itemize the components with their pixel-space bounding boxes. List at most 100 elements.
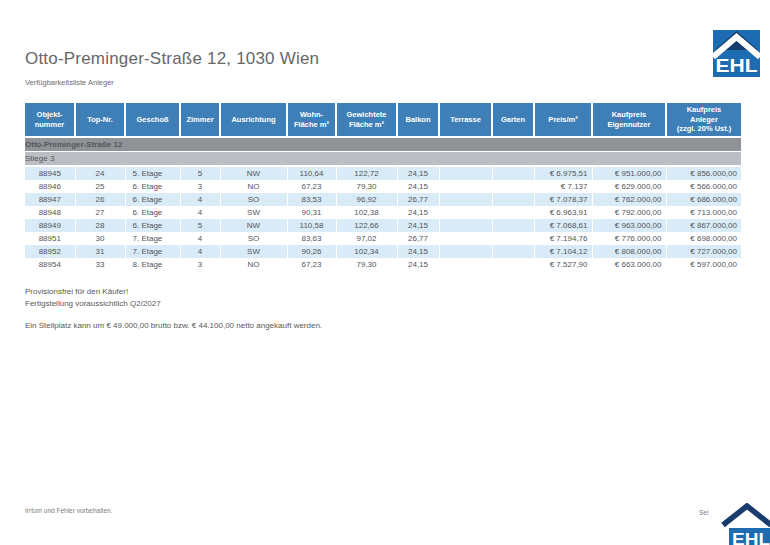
- table-cell: 24,15: [397, 258, 439, 271]
- table-cell: 110,58: [287, 219, 336, 232]
- subgroup-header-cell: Stiege 3: [25, 152, 741, 167]
- table-cell: [439, 245, 492, 258]
- table-cell: NO: [220, 180, 287, 193]
- table-row: 88954338. Etage3NO67,2379,3024,15€ 7.527…: [25, 258, 741, 271]
- column-header: Terrasse: [439, 103, 492, 137]
- table-cell: € 776.000,00: [592, 232, 666, 245]
- table-cell: 122,66: [336, 219, 397, 232]
- table-row: 88949286. Etage5NW110,58122,6624,15€ 7.0…: [25, 219, 741, 232]
- table-row: 88946256. Etage3NO67,2379,3024,15€ 7.137…: [25, 180, 741, 193]
- logo-text: EHL: [732, 531, 770, 545]
- table-cell: NW: [220, 166, 287, 180]
- table-cell: 67,23: [287, 180, 336, 193]
- table-cell: 28: [75, 219, 125, 232]
- table-row: 88945245. Etage5NW110,64122,7224,15€ 6.9…: [25, 166, 741, 180]
- table-cell: SW: [220, 245, 287, 258]
- table-cell: 33: [75, 258, 125, 271]
- table-cell: 4: [180, 193, 220, 206]
- table-cell: 24,15: [397, 180, 439, 193]
- roof-chevron-icon: [723, 506, 770, 525]
- availability-sheet: Otto-Preminger-Straße 12, 1030 Wien Verf…: [0, 0, 770, 545]
- table-cell: 88946: [25, 180, 75, 193]
- column-header: Garten: [492, 103, 534, 137]
- table-cell: 102,34: [336, 245, 397, 258]
- ehl-logo-footer: EHL: [721, 503, 770, 545]
- table-header-row: Objekt- nummerTop-Nr.GeschoßZimmerAusric…: [25, 103, 741, 137]
- table-cell: 79,30: [336, 258, 397, 271]
- table-cell: € 7.137: [534, 180, 592, 193]
- column-header: Objekt- nummer: [25, 103, 75, 137]
- group-header-cell: Otto-Preminger-Straße 12: [25, 137, 741, 152]
- table-cell: SO: [220, 232, 287, 245]
- table-cell: SW: [220, 206, 287, 219]
- table-cell: 67,23: [287, 258, 336, 271]
- table-cell: NO: [220, 258, 287, 271]
- table-cell: 6. Etage: [125, 206, 180, 219]
- table-cell: 83,63: [287, 232, 336, 245]
- note-completion: Fertigstellung voraussichtlich Q2/2027: [25, 299, 161, 308]
- table-cell: 88951: [25, 232, 75, 245]
- table-row: 88951307. Etage4SO83,6397,0226,77€ 7.194…: [25, 232, 741, 245]
- table-cell: 102,38: [336, 206, 397, 219]
- table-row: 88952317. Etage4SW90,26102,3424,15€ 7.10…: [25, 245, 741, 258]
- table-cell: € 6.975,51: [534, 166, 592, 180]
- table-cell: 122,72: [336, 166, 397, 180]
- table-cell: [492, 258, 534, 271]
- table-cell: 8. Etage: [125, 258, 180, 271]
- table-cell: 88949: [25, 219, 75, 232]
- table-body: Otto-Preminger-Straße 12Stiege 38894524 5…: [25, 137, 741, 271]
- table-cell: 25: [75, 180, 125, 193]
- disclaimer-text: Irrtum und Fehler vorbehalten.: [25, 507, 112, 514]
- table-cell: [439, 258, 492, 271]
- table-cell: € 7.194,76: [534, 232, 592, 245]
- table-cell: 4: [180, 245, 220, 258]
- note-provision: Provisionsfrei für den Käufer!: [25, 287, 128, 296]
- table-cell: SO: [220, 193, 287, 206]
- table-cell: [492, 166, 534, 180]
- table-cell: 7. Etage: [125, 245, 180, 258]
- table-cell: 88945: [25, 166, 75, 180]
- table-cell: 3: [180, 258, 220, 271]
- table-cell: [439, 206, 492, 219]
- table-row: 88947266. Etage4SO83,5396,9226,77€ 7.078…: [25, 193, 741, 206]
- table-cell: € 727.000,00: [666, 245, 741, 258]
- table-cell: [492, 180, 534, 193]
- table-cell: € 762.000,00: [592, 193, 666, 206]
- column-header: Ausrichtung: [220, 103, 287, 137]
- table-cell: € 951.000,00: [592, 166, 666, 180]
- column-header: Kaufpreis Eigennutzer: [592, 103, 666, 137]
- table-cell: € 7.068,61: [534, 219, 592, 232]
- table-cell: [492, 206, 534, 219]
- table-cell: NW: [220, 219, 287, 232]
- column-header: Balkon: [397, 103, 439, 137]
- table-cell: [492, 219, 534, 232]
- table-cell: 110,64: [287, 166, 336, 180]
- table-cell: 24,15: [397, 166, 439, 180]
- table-cell: [439, 166, 492, 180]
- table-cell: € 792.000,00: [592, 206, 666, 219]
- table-cell: € 686.000,00: [666, 193, 741, 206]
- table-cell: 4: [180, 206, 220, 219]
- table-cell: € 963.000,00: [592, 219, 666, 232]
- table-head: Objekt- nummerTop-Nr.GeschoßZimmerAusric…: [25, 103, 741, 137]
- table-cell: 5: [180, 166, 220, 180]
- table-cell: € 663.000,00: [592, 258, 666, 271]
- note-parking: Ein Stellplatz kann um € 49.000,00 brutt…: [25, 321, 322, 330]
- column-header: Top-Nr.: [75, 103, 125, 137]
- table-cell: 31: [75, 245, 125, 258]
- table-cell: [439, 232, 492, 245]
- table-cell: 88947: [25, 193, 75, 206]
- table-cell: 24,15: [397, 206, 439, 219]
- table-cell: 6. Etage: [125, 219, 180, 232]
- table-cell: € 713.000,00: [666, 206, 741, 219]
- table-cell: 90,26: [287, 245, 336, 258]
- table-cell: 83,53: [287, 193, 336, 206]
- availability-table: Objekt- nummerTop-Nr.GeschoßZimmerAusric…: [25, 103, 741, 271]
- table-cell: € 566.000,00: [666, 180, 741, 193]
- table-cell: 24: [75, 166, 125, 180]
- page-title: Otto-Preminger-Straße 12, 1030 Wien: [25, 49, 319, 69]
- table-cell: € 867.000,00: [666, 219, 741, 232]
- table-cell: 27: [75, 206, 125, 219]
- table-cell: € 7.527,90: [534, 258, 592, 271]
- table-cell: 3: [180, 180, 220, 193]
